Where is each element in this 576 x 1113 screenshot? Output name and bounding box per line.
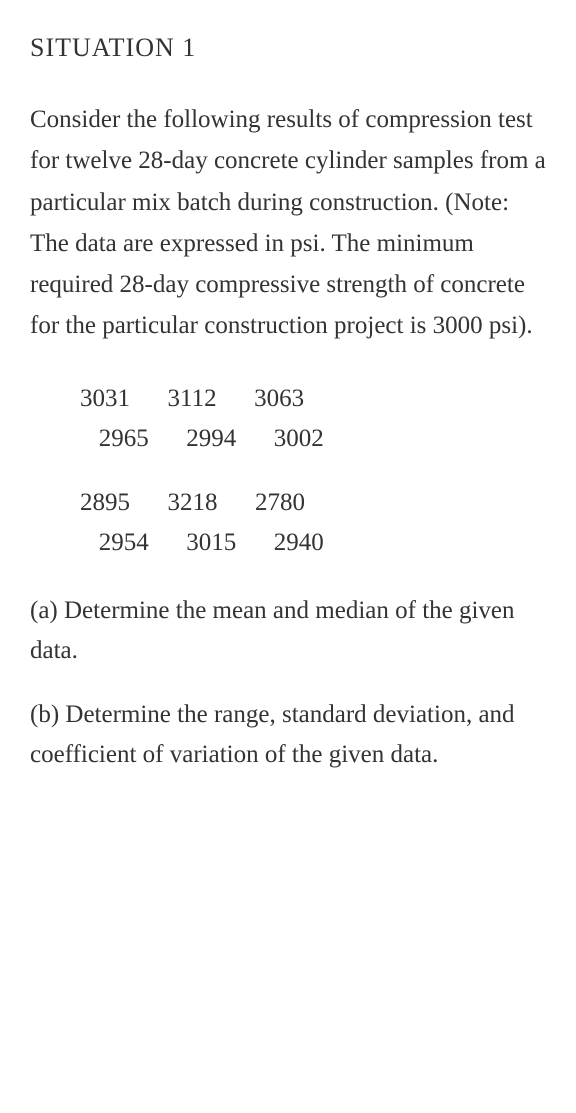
table-row: 2895 3218 2780 bbox=[80, 483, 546, 523]
question-b: (b) Determine the range, standard deviat… bbox=[30, 695, 546, 775]
table-row: 3031 3112 3063 bbox=[80, 379, 546, 419]
intro-paragraph: Consider the following results of compre… bbox=[30, 99, 546, 347]
data-table: 3031 3112 3063 2965 2994 3002 2895 3218 … bbox=[30, 379, 546, 563]
question-a: (a) Determine the mean and median of the… bbox=[30, 591, 546, 671]
table-row: 2954 3015 2940 bbox=[80, 523, 546, 563]
situation-heading: SITUATION 1 bbox=[30, 28, 546, 67]
data-group-1: 3031 3112 3063 2965 2994 3002 bbox=[80, 379, 546, 459]
data-group-2: 2895 3218 2780 2954 3015 2940 bbox=[80, 483, 546, 563]
table-row: 2965 2994 3002 bbox=[80, 419, 546, 459]
